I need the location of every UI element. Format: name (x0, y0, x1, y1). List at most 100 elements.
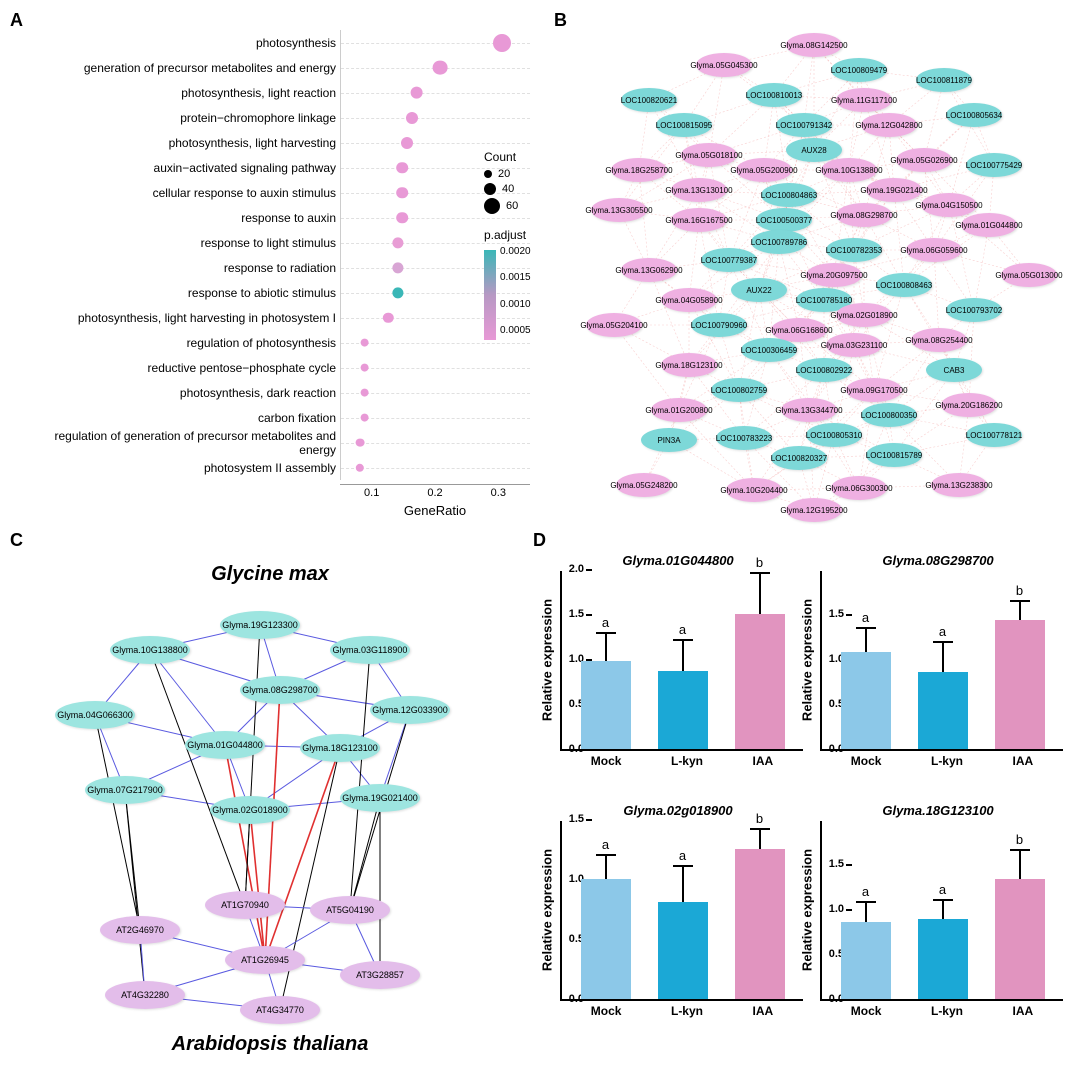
bar-plot: Relative expression0.00.51.01.52.0aab (560, 571, 803, 751)
term-label: photosynthesis, dark reaction (30, 386, 340, 400)
panel-c: C Glycine maxGlyma.19G123300Glyma.10G138… (10, 530, 530, 1060)
error-line (942, 901, 944, 919)
node-label: LOC100793702 (946, 306, 1003, 315)
ortholog-label: AT3G28857 (356, 970, 404, 980)
ortholog-label: Glyma.03G118900 (333, 645, 408, 655)
node-label: Glyma.08G142500 (780, 41, 848, 50)
bar (918, 672, 968, 749)
node-label: Glyma.06G300300 (825, 484, 893, 493)
dot (392, 287, 403, 298)
chart-title: Glyma.01G044800 (556, 553, 800, 568)
term-label: photosynthesis, light harvesting in phot… (30, 311, 340, 325)
node-label: LOC100783223 (716, 434, 773, 443)
node-label: AUX22 (746, 286, 772, 295)
node-label: LOC100815095 (656, 121, 713, 130)
dot-area (340, 430, 530, 455)
node-label: LOC100820327 (771, 454, 828, 463)
dot (433, 60, 448, 75)
term-label: protein−chromophore linkage (30, 111, 340, 125)
node-label: Glyma.13G238300 (925, 481, 993, 490)
significance-label: b (756, 555, 763, 570)
dot (410, 86, 423, 99)
dot-row: response to radiation (30, 255, 534, 280)
size-value: 20 (498, 168, 510, 180)
dot-row: regulation of generation of precursor me… (30, 430, 534, 455)
node-label: Glyma.06G168600 (765, 326, 833, 335)
node-label: Glyma.04G150500 (915, 201, 983, 210)
error-line (942, 643, 944, 672)
y-tick: 1.0 (814, 903, 844, 915)
node-label: Glyma.11G117100 (831, 96, 898, 105)
ortholog-label: AT5G04190 (326, 905, 374, 915)
node-label: Glyma.05G013000 (995, 271, 1063, 280)
panel-a: A photosynthesisgeneration of precursor … (10, 10, 534, 530)
node-label: LOC100805634 (946, 111, 1003, 120)
error-line (682, 641, 684, 671)
edge (225, 745, 265, 960)
species-title-bottom: Arabidopsis thaliana (171, 1033, 369, 1055)
panel-b: B Glyma.08G142500Glyma.05G045300LOC10080… (554, 10, 1074, 530)
x-tick: 0.1 (364, 487, 379, 499)
node-label: LOC100779387 (701, 256, 758, 265)
dot (397, 162, 409, 174)
node-label: LOC100802922 (796, 366, 853, 375)
ortholog-label: Glyma.19G021400 (342, 793, 418, 803)
edge (250, 810, 265, 960)
bar-wrap: a (655, 902, 710, 999)
node-label: LOC100306459 (741, 346, 798, 355)
bar (658, 671, 708, 749)
bar (735, 614, 785, 749)
node-label: Glyma.06G059600 (900, 246, 968, 255)
node-label: Glyma.05G045300 (690, 61, 758, 70)
node-label: Glyma.10G204400 (720, 486, 788, 495)
panel-d-label: D (533, 530, 546, 551)
legend-a: Count 204060 p.adjust 0.00200.00150.0010… (484, 150, 544, 344)
dot (355, 438, 364, 447)
error-line (605, 634, 607, 661)
error-line (759, 574, 761, 614)
ortholog-label: AT1G26945 (241, 955, 289, 965)
significance-label: a (602, 615, 609, 630)
edge (95, 715, 140, 930)
node-label: LOC100811879 (916, 76, 972, 85)
x-label: IAA (1013, 1004, 1034, 1018)
size-legend-item: 20 (484, 168, 544, 180)
ortholog-label: AT4G32280 (121, 990, 169, 1000)
ortholog-label: Glyma.19G123300 (222, 620, 298, 630)
y-axis-label: Relative expression (540, 849, 555, 971)
x-labels: MockL-kynIAA (561, 1001, 803, 1018)
bar-plot: Relative expression0.00.51.01.5aab (560, 821, 803, 1001)
node-label: CAB3 (944, 366, 965, 375)
dot-row: generation of precursor metabolites and … (30, 55, 534, 80)
ortholog-label: Glyma.02G018900 (212, 805, 288, 815)
x-labels: MockL-kynIAA (821, 751, 1063, 768)
grad-label: 0.0020 (500, 246, 531, 257)
ortholog-label: Glyma.18G123100 (302, 743, 378, 753)
node-label: Glyma.04G058900 (655, 296, 723, 305)
x-labels: MockL-kynIAA (821, 1001, 1063, 1018)
node-label: Glyma.13G344700 (775, 406, 843, 415)
node-label: Glyma.12G042800 (855, 121, 923, 130)
x-tick: 0.3 (491, 487, 506, 499)
bar-wrap: a (578, 879, 633, 999)
dot-row: photosystem II assembly (30, 455, 534, 480)
node-label: LOC100500377 (756, 216, 813, 225)
error-line (865, 903, 867, 922)
dot (406, 112, 418, 124)
y-axis-label: Relative expression (800, 599, 815, 721)
x-label: Mock (591, 754, 622, 768)
size-legend-item: 60 (484, 198, 544, 214)
dot (397, 187, 409, 199)
significance-label: a (939, 624, 946, 639)
significance-label: a (939, 882, 946, 897)
ortholog-label: Glyma.04G066300 (57, 710, 133, 720)
chart-title: Glyma.18G123100 (816, 803, 1060, 818)
dot-row: auxin−activated signaling pathway (30, 155, 534, 180)
node-label: AUX28 (801, 146, 827, 155)
node-label: Glyma.12G195200 (780, 506, 848, 515)
grad-label: 0.0005 (500, 325, 531, 336)
node-label: Glyma.05G200900 (730, 166, 798, 175)
dot-row: photosynthesis, light harvesting in phot… (30, 305, 534, 330)
error-line (759, 830, 761, 849)
bar-plot: Relative expression0.00.51.01.5aab (820, 571, 1063, 751)
